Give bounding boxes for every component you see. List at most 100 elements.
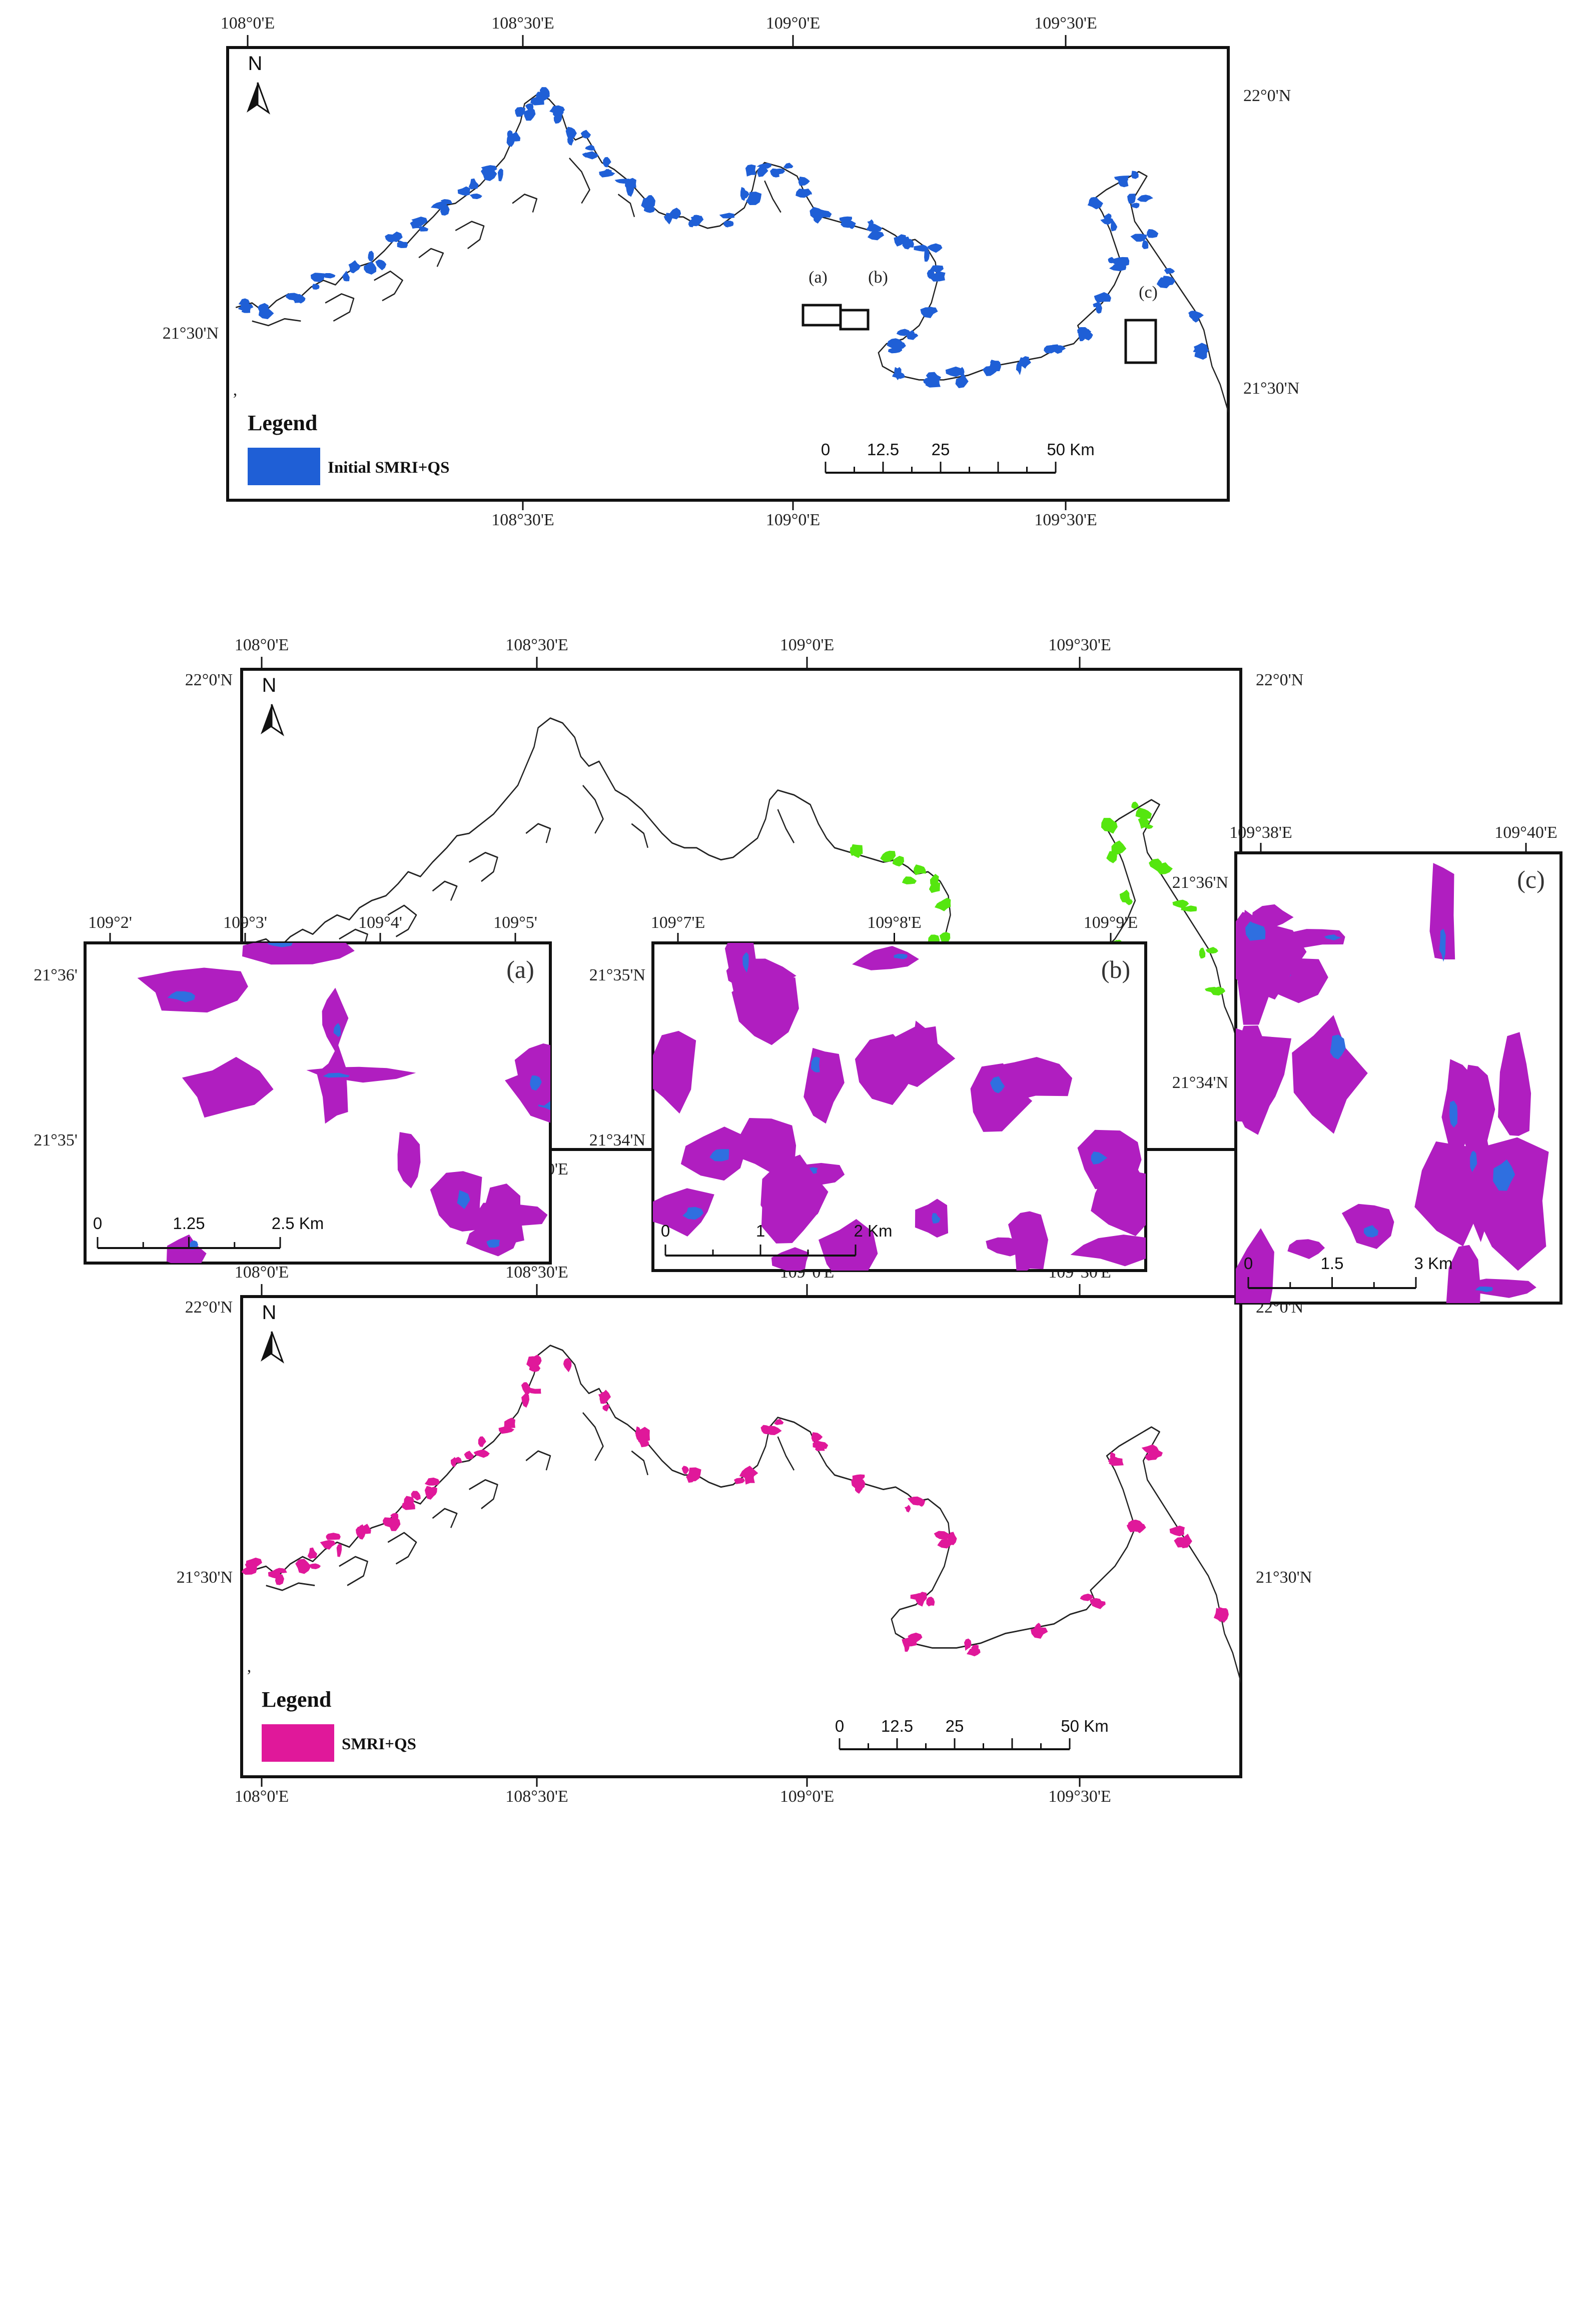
habitat-patch <box>1034 1623 1041 1630</box>
patch-blue <box>333 1023 341 1037</box>
habitat-patch <box>404 1496 415 1506</box>
habitat-patch <box>924 249 930 262</box>
habitat-patch <box>894 234 907 247</box>
habitat-patch <box>723 221 734 228</box>
habitat-patch <box>927 243 943 253</box>
scale-bar-label: 0 <box>93 1214 102 1233</box>
habitat-patch <box>585 145 596 151</box>
inset-locator-box <box>1124 319 1157 364</box>
habitat-patch <box>598 1390 611 1404</box>
habitat-patch <box>1135 807 1152 819</box>
habitat-patch <box>880 850 896 862</box>
inset-lon-label: 109°9'E <box>1084 913 1138 932</box>
patch-magenta <box>1070 1235 1146 1267</box>
north-arrow-right <box>271 1331 285 1364</box>
habitat-patch <box>681 1466 689 1474</box>
habitat-patch <box>1096 303 1102 314</box>
habitat-patch <box>926 1596 935 1607</box>
inset-content <box>653 943 1146 1271</box>
map-content <box>235 87 1228 500</box>
patch-blue <box>1091 1151 1108 1165</box>
habitat-patch <box>964 1638 972 1651</box>
habitat-patch <box>813 1440 829 1449</box>
habitat-patch <box>741 190 749 199</box>
inset-lon-label: 109°7'E <box>651 913 705 932</box>
scale-bar-label: 3 Km <box>1414 1254 1452 1273</box>
habitat-patch <box>1112 257 1130 267</box>
lon-label-bottom: 109°30'E <box>1034 511 1097 529</box>
patch-magenta <box>1498 1032 1531 1136</box>
patch-magenta <box>915 1199 949 1238</box>
north-arrow-right <box>257 82 271 115</box>
patch-magenta <box>1287 1239 1325 1259</box>
lon-label-top: 108°0'E <box>235 1263 289 1282</box>
habitat-patch <box>308 1563 321 1569</box>
habitat-patch <box>521 1392 530 1408</box>
inset-locator-label: (a) <box>809 268 828 287</box>
habitat-patch <box>934 1531 952 1540</box>
habitat-patch <box>1126 1521 1143 1533</box>
habitat-patch <box>326 1533 341 1540</box>
inset-lon-label: 109°5' <box>493 913 537 932</box>
habitat-patch <box>1213 1608 1224 1623</box>
habitat-patch <box>626 182 634 197</box>
patch-blue <box>486 1239 500 1248</box>
patch-magenta <box>317 1044 348 1124</box>
inset-tag: (b) <box>1101 955 1130 983</box>
habitat-patch <box>475 1449 490 1458</box>
coastline <box>242 1345 1241 1777</box>
habitat-patch <box>310 273 325 283</box>
scale-bar-label: 2 Km <box>854 1222 892 1240</box>
patch-blue <box>167 991 196 1002</box>
habitat-patch <box>1145 1453 1158 1461</box>
lon-label-bottom: 108°30'E <box>505 1787 568 1806</box>
habitat-patch <box>1149 858 1162 872</box>
inset-lon-label: 109°4' <box>358 913 402 932</box>
north-arrow-icon <box>261 1331 285 1364</box>
inset-locator-label: (b) <box>868 268 888 287</box>
habitat-patch <box>914 244 929 252</box>
habitat-patch <box>411 1491 421 1501</box>
habitat-patch <box>246 1557 262 1568</box>
scale-bar-label: 50 Km <box>1061 1717 1108 1735</box>
lat-label-right: 21°30'N <box>1243 379 1299 398</box>
habitat-patch <box>929 882 941 893</box>
patch-blue <box>811 1056 820 1072</box>
coastline <box>235 87 1228 500</box>
inset-lat-label: 21°35'N <box>589 966 645 984</box>
habitat-patch <box>1194 343 1208 352</box>
habitat-patch <box>424 1486 436 1500</box>
patch-blue <box>682 1207 704 1220</box>
habitat-patch <box>336 1543 342 1557</box>
patch-magenta <box>467 1203 548 1227</box>
habitat-patch <box>1205 947 1219 954</box>
lon-label-top: 108°0'E <box>221 14 275 33</box>
habitat-patch <box>850 845 863 858</box>
patch-magenta <box>1236 1228 1274 1303</box>
habitat-patch <box>452 1457 463 1463</box>
patch-blue <box>1245 921 1266 941</box>
habitat-patch <box>356 1526 366 1537</box>
habitat-patch <box>504 1418 515 1430</box>
patch-magenta <box>306 1066 416 1083</box>
habitat-patch <box>910 1593 925 1601</box>
habitat-patch <box>905 239 914 249</box>
habitat-patch <box>665 213 672 225</box>
habitat-patch <box>635 1426 642 1441</box>
habitat-patch <box>745 164 756 177</box>
habitat-patch <box>733 1478 745 1485</box>
habitat-patch <box>342 271 350 282</box>
north-arrow-left <box>247 83 258 113</box>
patch-magenta <box>1251 904 1294 927</box>
scale-bar-label: 0 <box>835 1717 844 1735</box>
patch-blue <box>1475 1287 1493 1292</box>
patch-magenta <box>242 943 355 965</box>
habitat-patch <box>739 1466 758 1482</box>
habitat-patch <box>1181 905 1197 912</box>
patch-magenta <box>182 1056 274 1118</box>
inset-lat-label: 21°36' <box>34 966 78 984</box>
patch-magenta <box>1289 929 1345 948</box>
inset-tag: (a) <box>506 955 534 983</box>
habitat-patch <box>440 199 453 205</box>
